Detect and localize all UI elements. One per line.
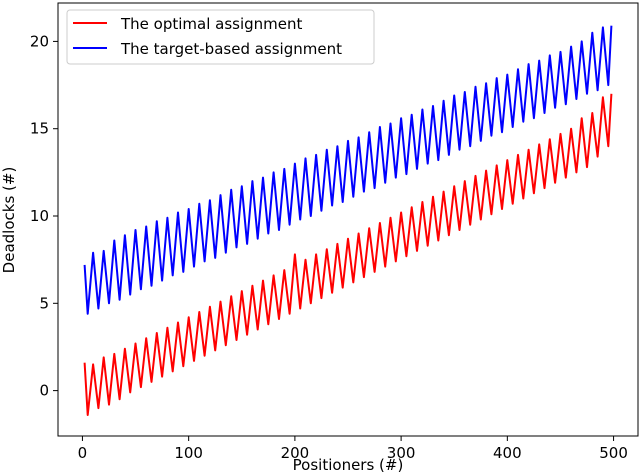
series-optimal-line <box>83 93 613 416</box>
x-tick-label: 200 <box>281 444 310 462</box>
y-tick-label: 15 <box>30 120 49 138</box>
x-tick-label: 0 <box>78 444 88 462</box>
series-layer <box>83 25 613 416</box>
y-axis-ticks: 0 5 10 15 20 <box>30 32 58 400</box>
legend-box <box>66 9 375 65</box>
x-axis-ticks: 0 100 200 300 400 500 <box>78 436 628 462</box>
y-axis-label: Deadlocks (#) <box>0 167 18 274</box>
series-target-based-line <box>83 25 613 315</box>
legend-label-optimal: The optimal assignment <box>120 15 303 33</box>
x-tick-label: 100 <box>174 444 203 462</box>
y-tick-label: 0 <box>39 382 49 400</box>
x-tick-label: 400 <box>493 444 522 462</box>
plot-frame <box>57 2 639 437</box>
x-tick-label: 300 <box>387 444 416 462</box>
legend-label-target-based: The target-based assignment <box>120 40 342 58</box>
x-tick-label: 500 <box>599 444 628 462</box>
y-tick-label: 5 <box>39 294 49 312</box>
legend: The optimal assignment The target-based … <box>66 9 375 65</box>
x-axis-label: Positioners (#) <box>293 456 404 474</box>
y-tick-label: 10 <box>30 207 49 225</box>
y-tick-label: 20 <box>30 32 49 50</box>
